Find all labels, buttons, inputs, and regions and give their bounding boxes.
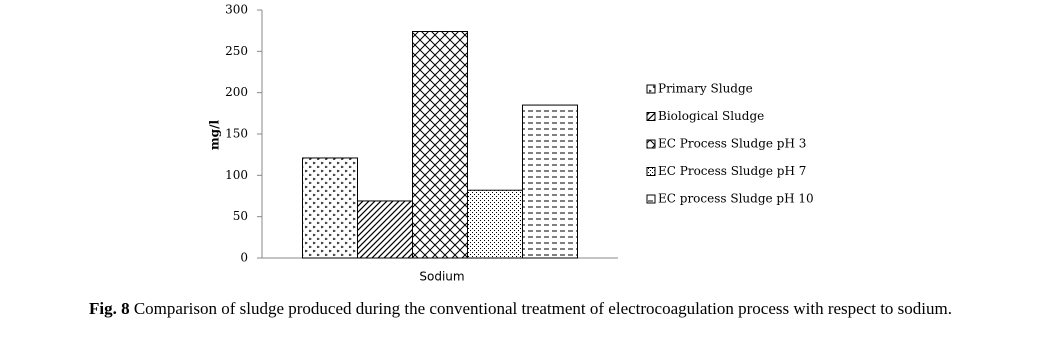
bar: [302, 157, 358, 259]
legend-label: EC process Sludge pH 10: [658, 192, 814, 206]
bar: [467, 189, 523, 259]
bar: [357, 200, 413, 259]
legend-label: EC Process Sludge pH 3: [658, 137, 806, 151]
legend-label: Biological Sludge: [658, 109, 764, 123]
y-tick-label: 100: [225, 168, 248, 182]
bar: [522, 104, 578, 259]
caption-text: Comparison of sludge produced during the…: [133, 299, 952, 318]
y-tick-label: 50: [233, 209, 248, 223]
y-tick-label: 150: [225, 127, 248, 141]
legend-swatch: [646, 112, 656, 121]
y-tick-label: 200: [225, 85, 248, 99]
legend-swatch: [646, 84, 656, 94]
x-tick-label: Sodium: [419, 270, 464, 284]
caption-label: Fig. 8: [88, 299, 130, 318]
y-axis-label: mg/l: [208, 120, 222, 150]
legend-swatch: [646, 139, 656, 149]
legend-swatch: [646, 194, 656, 204]
legend-label: EC Process Sludge pH 7: [658, 164, 806, 178]
caption: Fig. 8 Comparison of sludge produced dur…: [5, 297, 1036, 321]
legend-swatch: [646, 167, 656, 176]
bar: [412, 30, 468, 259]
chart: mg/l 0 50 100 150 200 250 300 Sodium Primary Slu…: [208, 3, 814, 284]
y-tick-label: 0: [240, 251, 248, 265]
y-tick-label: 250: [225, 44, 248, 58]
y-tick-label: 300: [225, 3, 248, 17]
legend-label: Primary Sludge: [658, 82, 753, 96]
